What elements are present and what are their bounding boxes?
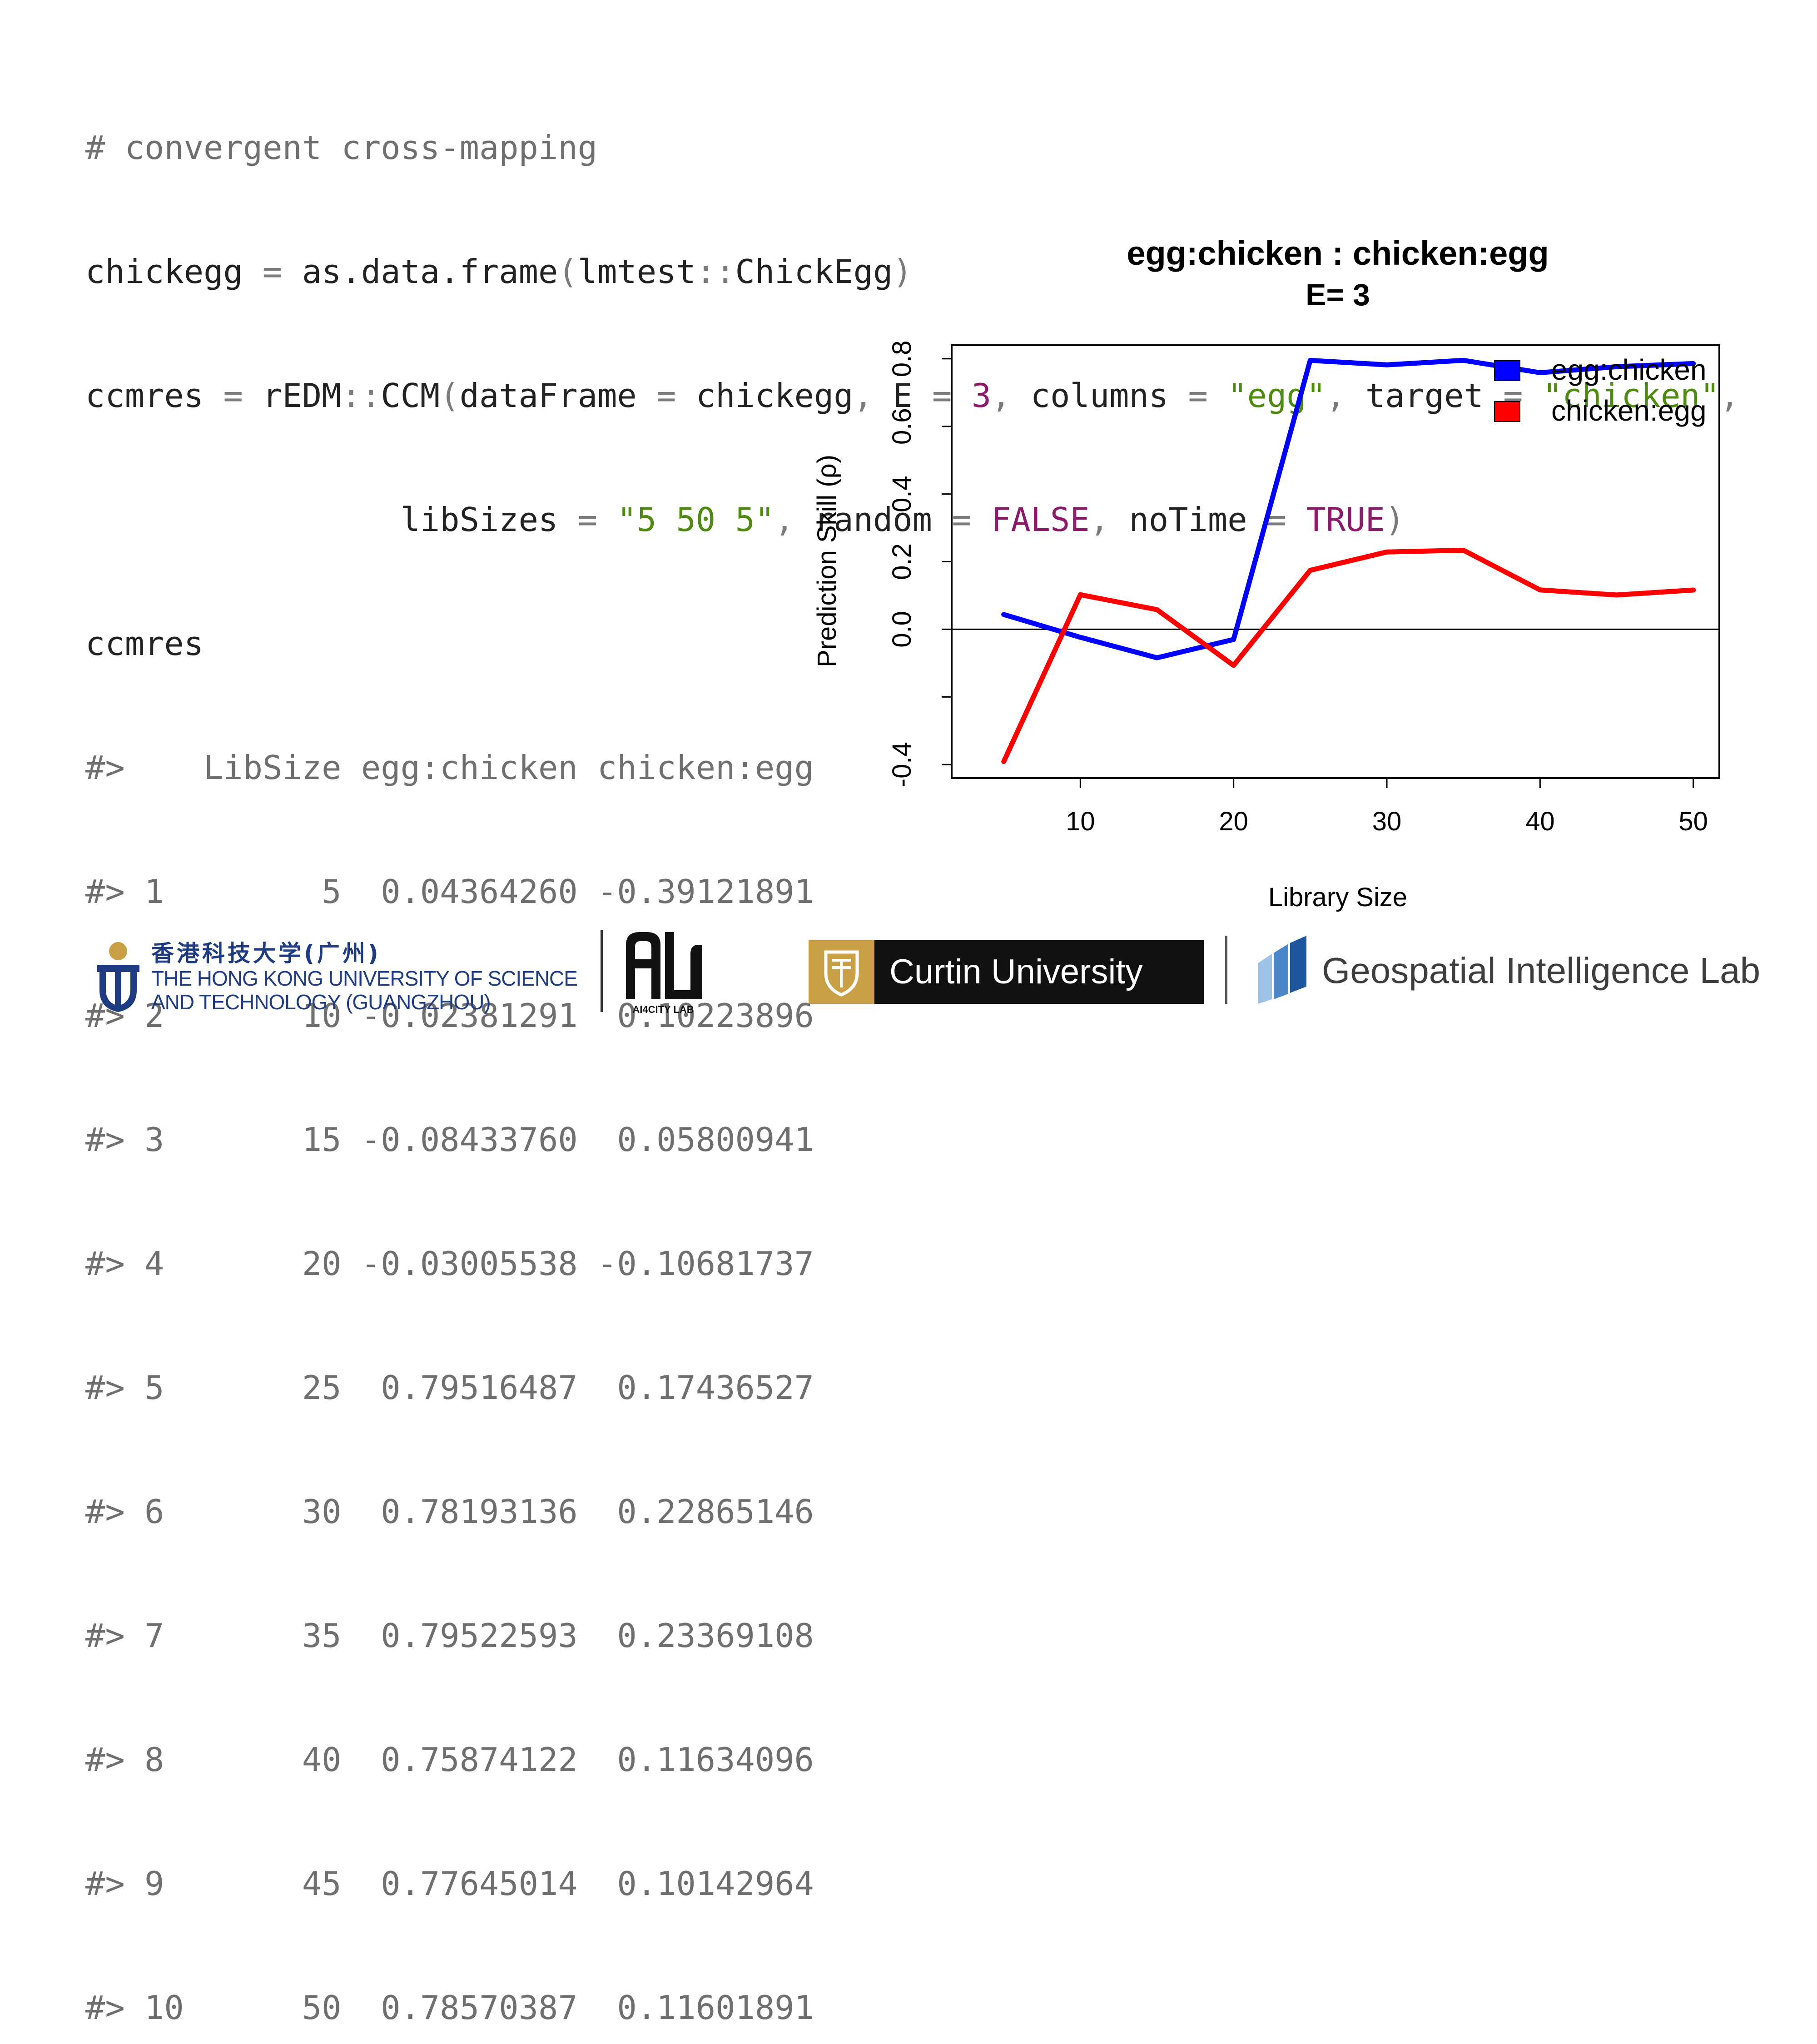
data-point: [1003, 614, 1004, 615]
code-line-ccm-cont: libSizes = "5 50 5", random = FALSE, noT…: [400, 501, 1405, 539]
legend-swatch: [1494, 360, 1520, 381]
output-row: #> 9 45 0.77645014 0.10142964: [85, 1865, 814, 1903]
data-point: [1310, 570, 1311, 571]
data-point: [1463, 550, 1464, 551]
logo-divider: [1225, 936, 1227, 1004]
y-tick-label: -0.4: [887, 742, 917, 787]
data-point: [1233, 639, 1234, 640]
curtin-logo: Curtin University: [809, 940, 1204, 1004]
x-tick-label: 20: [1219, 807, 1248, 836]
chart-title: egg:chicken : chicken:egg: [1127, 234, 1549, 272]
data-point: [1463, 360, 1464, 361]
hkust-chinese-name: 香港科技大学(广州): [151, 940, 381, 967]
output-row: #> 4 20 -0.03005538 -0.10681737: [85, 1245, 814, 1283]
output-row: #> 6 30 0.78193136 0.22865146: [85, 1493, 814, 1531]
geospatial-lab-logo: Geospatial Intelligence Lab: [1254, 931, 1799, 1013]
geospatial-lab-icon: [1258, 936, 1306, 1004]
code-comment: # convergent cross-mapping: [85, 129, 598, 167]
logo-divider: [601, 930, 603, 1012]
series-line-egg-chicken: [1001, 357, 1696, 660]
output-row: #> 7 35 0.79522593 0.23369108: [85, 1617, 814, 1655]
y-tick-label: 0.0: [887, 611, 917, 648]
code-line-ccm: ccmres = rEDM::CCM(dataFrame = chickegg,…: [85, 377, 1740, 415]
hkust-logo: 香港科技大学(广州) THE HONG KONG UNIVERSITY OF S…: [93, 927, 593, 1017]
y-tick-label: 0.6: [887, 408, 917, 445]
y-axis-label: Prediction Skill (ρ): [812, 455, 842, 667]
output-row: #> 5 25 0.79516487 0.17436527: [85, 1369, 814, 1407]
x-tick-label: 30: [1372, 807, 1402, 836]
x-tick-label: 40: [1525, 807, 1555, 836]
hkust-english-name-line2: AND TECHNOLOGY (GUANGZHOU): [151, 990, 491, 1014]
output-header: #> LibSize egg:chicken chicken:egg: [85, 749, 814, 787]
output-row: #> 8 40 0.75874122 0.11634096: [85, 1741, 814, 1779]
x-tick-label: 10: [1066, 807, 1095, 836]
plot-layer: 10 20 30 40 50 -0.4 0.0 0.2 0.4 0.6 0.8 egg:chicken…: [887, 340, 1720, 836]
output-row: #> 10 50 0.78570387 0.11601891: [85, 1989, 814, 2027]
ai4city-caption: AI4CITY LAB: [632, 1004, 694, 1015]
output-row: #> 1 5 0.04364260 -0.39121891: [85, 873, 814, 911]
code-line-ccmres: ccmres: [85, 625, 204, 663]
geospatial-lab-wordmark: Geospatial Intelligence Lab: [1322, 950, 1761, 991]
curtin-crest-icon: [824, 950, 859, 997]
hkust-english-name-line1: THE HONG KONG UNIVERSITY OF SCIENCE: [151, 967, 578, 990]
hkust-emblem-icon: [97, 942, 139, 1012]
curtin-shield: [809, 940, 874, 1004]
legend-swatch: [1494, 401, 1520, 422]
output-row: #> 3 15 -0.08433760 0.05800941: [85, 1121, 814, 1159]
curtin-wordmark: Curtin University: [889, 953, 1143, 991]
chart-svg: egg:chicken : chicken:egg E= 3 Library S…: [812, 234, 1720, 912]
y-tick-label: 0.4: [887, 476, 917, 512]
legend-label: chicken:egg: [1551, 394, 1707, 427]
data-point: [1080, 637, 1081, 638]
legend-label: egg:chicken: [1551, 353, 1707, 386]
data-point: [1310, 360, 1311, 361]
ai4city-mark-icon: [626, 932, 702, 999]
code-line-chickegg: chickegg = as.data.frame(lmtest::ChickEg…: [85, 253, 913, 291]
series-line-chicken-egg: [1001, 547, 1696, 764]
data-point: [1003, 761, 1004, 762]
hkust-wordmark: 香港科技大学(广州) THE HONG KONG UNIVERSITY OF S…: [151, 940, 578, 1014]
ai4city-logo: AI4CITY LAB: [618, 927, 709, 1017]
footer: 香港科技大学(广州) THE HONG KONG UNIVERSITY OF S…: [0, 918, 1817, 1022]
ccm-chart: egg:chicken : chicken:egg E= 3 Library S…: [790, 234, 1772, 915]
y-tick-label: 0.2: [887, 543, 917, 580]
y-tick-label: 0.8: [887, 340, 917, 377]
x-axis-label: Library Size: [1268, 883, 1407, 912]
x-tick-label: 50: [1678, 807, 1708, 836]
chart-subtitle: E= 3: [1306, 278, 1370, 312]
